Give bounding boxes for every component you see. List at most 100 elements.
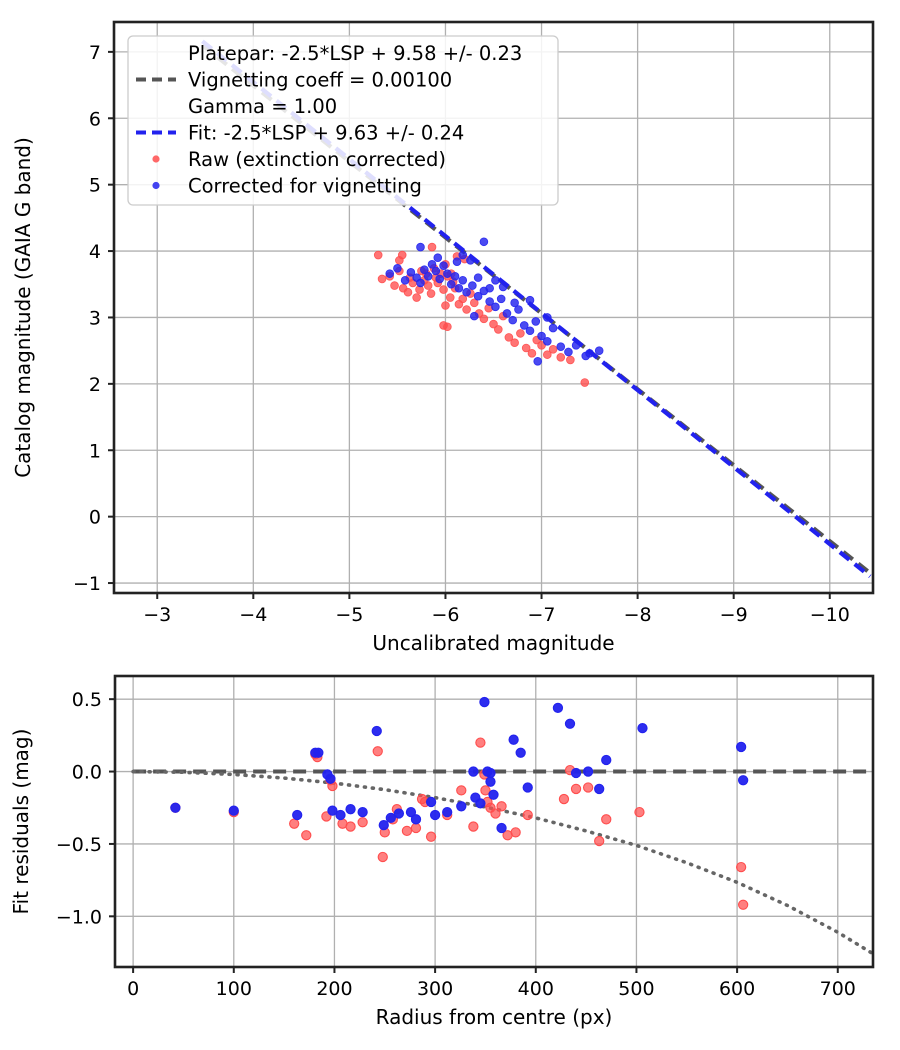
data-point	[410, 814, 422, 825]
data-point	[450, 271, 460, 281]
data-point	[594, 835, 605, 847]
raw-points	[373, 242, 590, 387]
data-point	[548, 345, 558, 354]
data-point	[637, 722, 648, 734]
x-tick-label: 400	[518, 978, 554, 1000]
data-point	[735, 861, 747, 873]
data-point	[397, 250, 407, 260]
x-tick-label: −4	[239, 604, 267, 626]
data-point	[452, 257, 462, 266]
data-point	[325, 773, 336, 784]
data-point	[228, 805, 239, 816]
data-point	[431, 266, 441, 276]
data-point	[462, 287, 471, 297]
x-axis-label: Radius from centre (px)	[376, 1005, 613, 1029]
data-point	[377, 274, 387, 284]
data-point	[462, 305, 471, 314]
data-point	[301, 830, 312, 841]
x-tick-label: 500	[618, 978, 654, 1000]
data-point	[496, 822, 507, 834]
data-point	[537, 331, 546, 341]
raw-residual-points	[170, 737, 749, 910]
data-point	[566, 355, 575, 365]
legend-entry-label: Raw (extinction corrected)	[188, 148, 446, 171]
data-point	[537, 341, 546, 350]
data-point	[479, 696, 490, 708]
tick-marks: 0 100 200 300 400 500 600 700 0.5 0.0 −0.5 −1.0	[56, 689, 856, 1000]
data-point	[502, 309, 512, 318]
data-point	[522, 809, 533, 821]
data-point	[469, 311, 479, 321]
grid-lines	[115, 676, 873, 967]
data-point	[543, 313, 552, 322]
x-tick-label: −9	[720, 604, 748, 626]
data-point	[393, 808, 405, 819]
data-point	[416, 278, 425, 288]
data-point	[485, 283, 494, 293]
data-point	[406, 268, 416, 277]
data-point	[405, 806, 417, 818]
legend-entry-label: Gamma = 1.00	[188, 95, 337, 118]
data-point	[504, 333, 514, 342]
data-point	[516, 329, 525, 338]
legend-entry-label: Platepar: -2.5*LSP + 9.58 +/- 0.23	[188, 42, 522, 65]
calibration-plot-svg: −3 −4 −5 −6 −7 −8 −9 −10−101234567Uncalibrated …	[11, 20, 875, 655]
data-point	[508, 734, 519, 745]
y-tick-label: 4	[89, 241, 101, 263]
data-point	[443, 269, 452, 278]
data-point	[327, 805, 338, 816]
x-tick-label: −5	[335, 604, 363, 626]
data-point	[385, 269, 395, 278]
x-tick-label: 200	[316, 978, 352, 1000]
data-point	[425, 831, 437, 842]
data-point	[479, 237, 489, 247]
data-point	[498, 282, 508, 292]
data-point	[335, 809, 346, 821]
residuals-plot-svg: 0 100 200 300 400 500 600 700 0.5 0.0 −0.5 −1.0 Radi…	[9, 674, 875, 1029]
data-point	[570, 767, 582, 779]
legend-entry-label: Fit: -2.5*LSP + 9.63 +/- 0.24	[188, 122, 464, 145]
data-point	[527, 349, 537, 358]
legend-marker-raw-dot	[152, 155, 160, 163]
data-point	[458, 275, 468, 285]
data-point	[488, 789, 499, 800]
data-point	[485, 767, 496, 779]
data-point	[416, 242, 425, 252]
data-point	[401, 825, 413, 837]
data-point	[556, 342, 566, 351]
x-tick-label: 300	[417, 978, 453, 1000]
legend-entry-label: Vignetting coeff = 0.00100	[188, 69, 452, 92]
data-point	[423, 281, 433, 290]
y-tick-label: 0.0	[72, 762, 102, 784]
data-point	[601, 754, 612, 766]
data-point	[446, 279, 456, 289]
data-point	[533, 356, 542, 366]
data-point	[412, 293, 421, 302]
data-point	[490, 808, 501, 819]
data-point	[521, 343, 531, 353]
y-tick-label: 0	[89, 507, 101, 529]
data-point	[582, 782, 594, 793]
x-tick-label: −6	[431, 604, 459, 626]
data-point	[441, 301, 450, 310]
data-point	[522, 782, 533, 793]
data-point	[468, 281, 477, 290]
data-point	[439, 261, 448, 270]
data-point	[496, 801, 507, 812]
data-point	[425, 796, 437, 808]
y-tick-label: −1.0	[56, 906, 102, 928]
axes-border	[113, 674, 875, 969]
data-point	[582, 766, 594, 777]
data-point	[289, 818, 300, 829]
axes-border	[112, 20, 875, 595]
data-point	[491, 302, 500, 312]
data-point	[508, 315, 518, 325]
calibration-panel: −3 −4 −5 −6 −7 −8 −9 −10 −1 0 1 2 3 4 5 6 7 Uncalibrated …	[11, 20, 875, 655]
data-point	[357, 806, 368, 818]
data-point	[420, 265, 429, 274]
data-point	[525, 326, 535, 336]
legend[interactable]: Platepar: -2.5*LSP + 9.58 +/- 0.23 Vignet…	[127, 35, 559, 206]
x-tick-label: 700	[820, 978, 856, 1000]
